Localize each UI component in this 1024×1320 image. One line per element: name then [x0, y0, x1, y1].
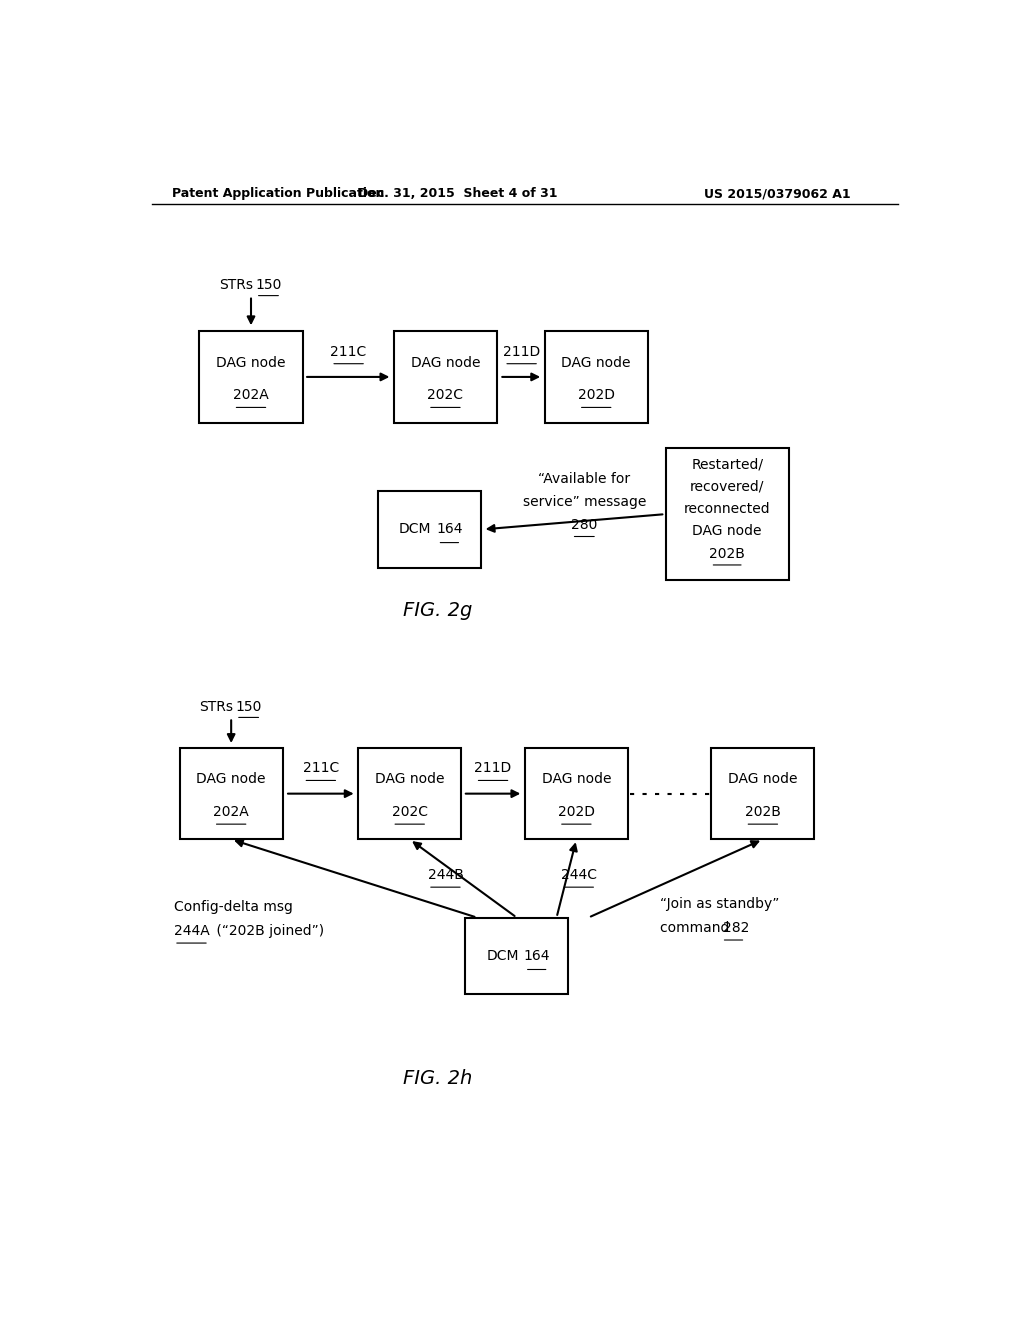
Text: 244B: 244B: [427, 869, 464, 882]
Text: DCM: DCM: [486, 949, 519, 964]
Text: 164: 164: [523, 949, 550, 964]
Text: STRs: STRs: [200, 700, 233, 714]
Text: FIG. 2g: FIG. 2g: [402, 601, 472, 620]
Text: 280: 280: [571, 519, 598, 532]
Text: service” message: service” message: [522, 495, 646, 510]
Text: 282: 282: [723, 921, 750, 935]
Text: 150: 150: [236, 700, 262, 714]
Text: FIG. 2h: FIG. 2h: [402, 1069, 472, 1088]
Text: 244C: 244C: [561, 869, 597, 882]
Text: DCM: DCM: [399, 523, 431, 536]
Text: 202C: 202C: [427, 388, 464, 403]
Bar: [524, 748, 628, 840]
Bar: [545, 331, 648, 422]
Text: (“202B joined”): (“202B joined”): [212, 924, 325, 939]
Text: 202A: 202A: [233, 388, 269, 403]
Text: 202A: 202A: [213, 805, 249, 818]
Text: DAG node: DAG node: [692, 524, 762, 539]
Text: “Join as standby”: “Join as standby”: [659, 898, 779, 911]
Text: 164: 164: [436, 523, 463, 536]
Text: “Available for: “Available for: [539, 471, 631, 486]
Text: US 2015/0379062 A1: US 2015/0379062 A1: [703, 187, 850, 201]
Text: reconnected: reconnected: [684, 502, 770, 516]
Bar: [465, 919, 568, 994]
Text: DAG node: DAG node: [561, 355, 631, 370]
Text: DAG node: DAG node: [375, 772, 444, 787]
Text: 202C: 202C: [392, 805, 428, 818]
Text: 211D: 211D: [503, 345, 541, 359]
Bar: [378, 491, 481, 568]
Text: 211C: 211C: [331, 345, 367, 359]
Bar: [200, 331, 303, 422]
Text: 211C: 211C: [303, 762, 339, 775]
Text: 202D: 202D: [578, 388, 614, 403]
Bar: [712, 748, 814, 840]
Text: 150: 150: [256, 279, 283, 293]
Text: DAG node: DAG node: [411, 355, 480, 370]
Text: DAG node: DAG node: [197, 772, 266, 787]
Text: command: command: [659, 921, 733, 935]
Bar: [179, 748, 283, 840]
Text: DAG node: DAG node: [728, 772, 798, 787]
Text: STRs: STRs: [219, 279, 253, 293]
Text: recovered/: recovered/: [690, 479, 764, 494]
Text: 202B: 202B: [710, 546, 745, 561]
Text: 202B: 202B: [744, 805, 781, 818]
Text: 211D: 211D: [474, 762, 512, 775]
Text: Restarted/: Restarted/: [691, 457, 763, 471]
Text: Patent Application Publication: Patent Application Publication: [172, 187, 384, 201]
Text: DAG node: DAG node: [216, 355, 286, 370]
Text: 244A: 244A: [174, 924, 210, 939]
Text: Config-delta msg: Config-delta msg: [174, 900, 293, 915]
Text: Dec. 31, 2015  Sheet 4 of 31: Dec. 31, 2015 Sheet 4 of 31: [357, 187, 557, 201]
Bar: [394, 331, 497, 422]
Text: DAG node: DAG node: [542, 772, 611, 787]
Text: 202D: 202D: [558, 805, 595, 818]
Bar: [666, 447, 788, 581]
Bar: [358, 748, 461, 840]
